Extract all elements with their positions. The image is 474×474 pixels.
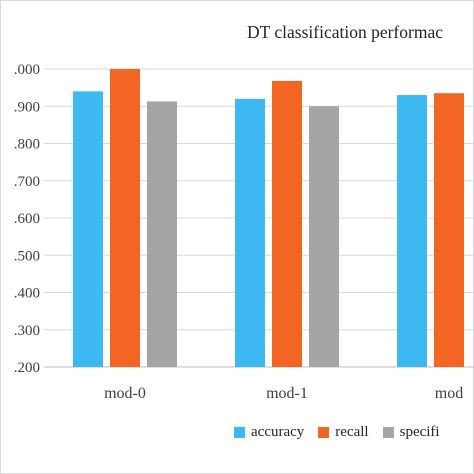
y-tick-label: .500: [14, 248, 40, 264]
y-tick-label: .200: [14, 360, 40, 376]
bar-accuracy-mod-1: [235, 98, 265, 368]
bars: [73, 69, 464, 368]
legend-swatch-specificity: [382, 426, 394, 438]
y-tick-label: .300: [14, 323, 40, 339]
x-category-label: mod-1: [266, 385, 308, 402]
bar-specifi-mod-1: [309, 106, 339, 367]
bar-recall-mod-1: [272, 80, 302, 368]
legend-label-recall: recall: [335, 423, 369, 440]
x-axis-category-labels: mod-0 mod-1 mod: [104, 385, 463, 402]
legend: accuracy recall specifi: [234, 423, 454, 441]
legend-item-accuracy: accuracy: [234, 424, 304, 441]
y-tick-label: .400: [14, 286, 40, 302]
y-tick-label: .800: [14, 137, 40, 153]
legend-label-specificity: specifi: [399, 423, 440, 440]
bar-recall-mod-0: [110, 69, 140, 367]
y-tick-label: .000: [14, 62, 40, 78]
bar-accuracy-mod-0: [73, 91, 103, 367]
legend-item-specificity: specifi: [382, 423, 440, 441]
x-category-label: mod: [435, 385, 463, 402]
legend-item-recall: recall: [318, 423, 369, 441]
legend-swatch-accuracy: [234, 426, 245, 438]
bar-accuracy-mod: [397, 95, 427, 367]
y-tick-label: .700: [14, 174, 40, 190]
chart-title: DT classification performac: [247, 22, 443, 42]
legend-swatch-recall: [318, 426, 330, 438]
y-axis-tick-labels: .200 .300 .400 .500 .600 .700 .800 .900 .000: [14, 62, 40, 376]
bar-recall-mod: [434, 93, 464, 368]
y-tick-label: .600: [14, 211, 40, 227]
legend-label-accuracy: accuracy: [251, 423, 305, 440]
bar-specifi-mod-0: [147, 101, 177, 367]
y-tick-label: .900: [14, 99, 40, 115]
x-category-label: mod-0: [104, 385, 146, 402]
